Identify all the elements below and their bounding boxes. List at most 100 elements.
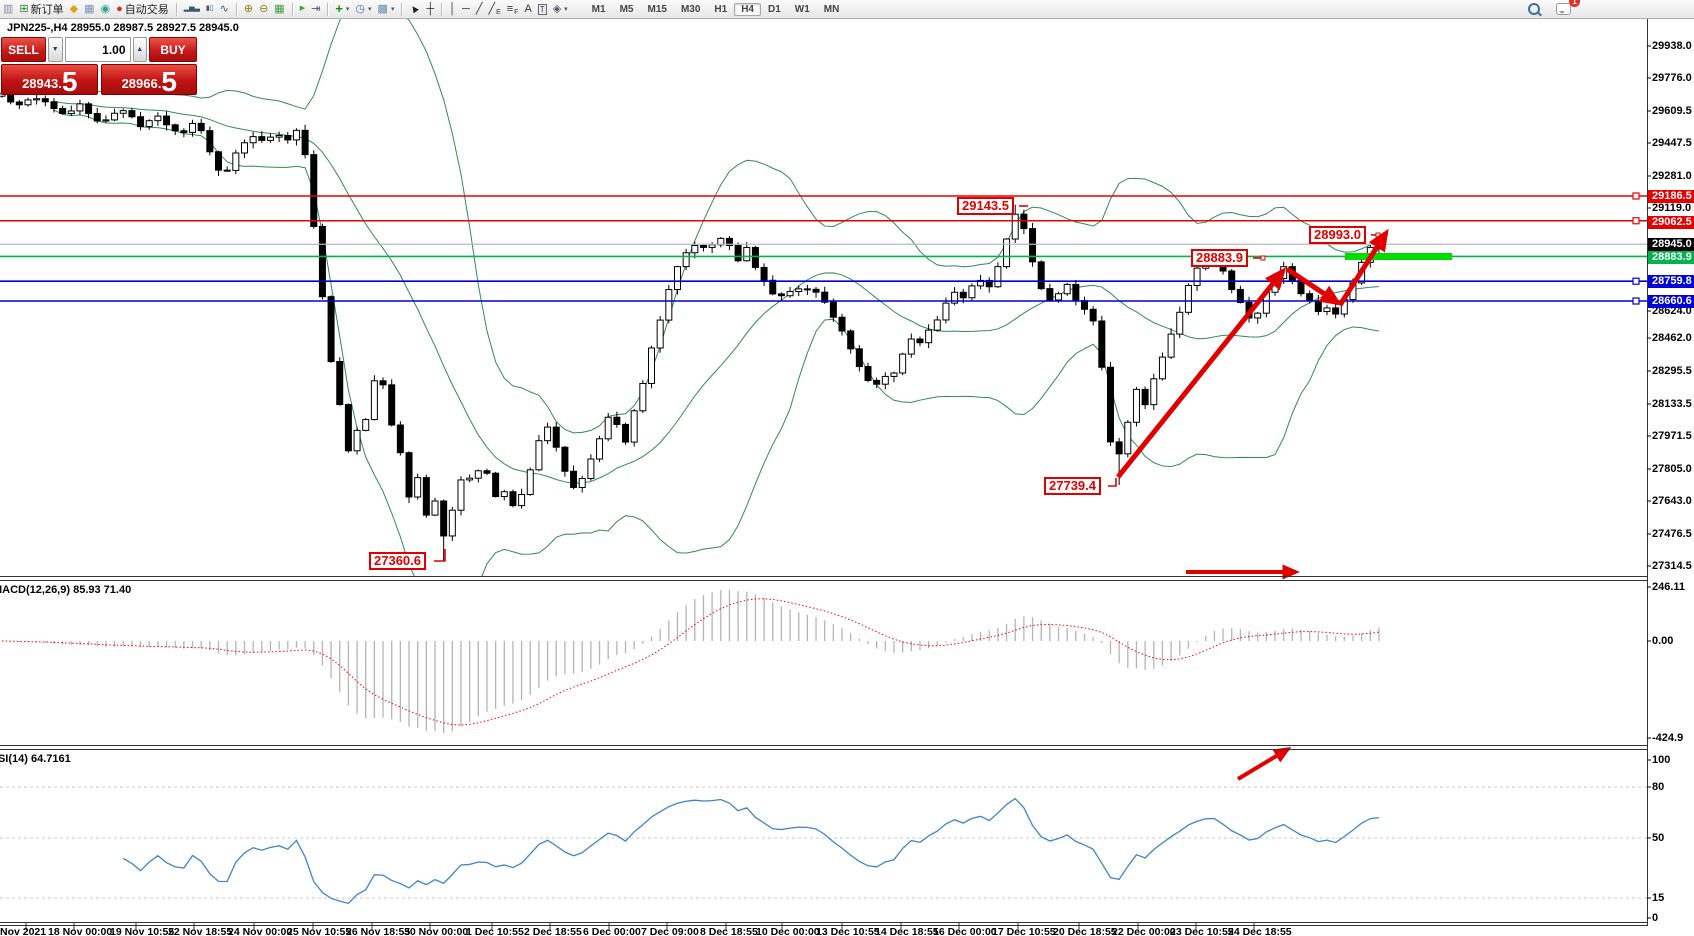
buy-button[interactable]: BUY bbox=[149, 37, 197, 62]
rsi-axis-tick: 80 bbox=[1652, 781, 1665, 793]
price-axis-badge: 28883.9 bbox=[1648, 251, 1694, 264]
chart-shift-icon[interactable]: ⇥ bbox=[308, 1, 323, 17]
time-axis-label: 22 Nov 18:55 bbox=[168, 926, 233, 936]
chevron-down-icon: ▾ bbox=[368, 6, 372, 13]
buy-price-main: 28966. bbox=[121, 76, 162, 91]
sell-button[interactable]: SELL bbox=[1, 37, 46, 62]
price-axis-tick: 27805.0 bbox=[1652, 463, 1692, 475]
toolbar-separator bbox=[235, 2, 237, 16]
volume-increase-button[interactable]: ▲ bbox=[132, 37, 147, 62]
arrows-shapes-icon: ◈ bbox=[552, 3, 562, 15]
fibonacci-icon[interactable]: ≡ F bbox=[506, 3, 519, 16]
auto-trading-button[interactable]: ● 自动交易 bbox=[113, 1, 172, 17]
timeframe-m30[interactable]: M30 bbox=[680, 3, 701, 15]
price-axis-tick: 27971.5 bbox=[1652, 430, 1692, 442]
search-button[interactable] bbox=[1525, 1, 1543, 17]
cube-icon[interactable]: ◆ bbox=[67, 1, 81, 17]
price-annotation-box[interactable]: 29143.5 bbox=[957, 197, 1014, 215]
toolbar-icon-groups: ▥ ⊞ 新订单 ◆ ▦ ◉ ● 自动交易 ▂▅▃ ▮▯ ∿ ⊕ ⊖ ▦ ▶ ⇥ + ▾ ◷ ▾ ▩ ▾ ▲ ┼ │ ─ ╱ ╱ E ≡ F A… bbox=[0, 0, 571, 18]
line-chart-icon[interactable]: ∿ bbox=[217, 1, 232, 17]
zoom-in-icon[interactable]: ⊕ bbox=[241, 1, 256, 17]
timeframe-d1[interactable]: D1 bbox=[767, 3, 781, 15]
horizontal-line-icon: ─ bbox=[462, 3, 470, 15]
price-axis-tick: 28295.5 bbox=[1652, 365, 1692, 377]
macd-indicator-label: MACD(12,26,9) 85.93 71.40 bbox=[0, 584, 132, 596]
timeframe-h1[interactable]: H1 bbox=[714, 3, 728, 15]
price-annotation-box[interactable]: 28993.0 bbox=[1309, 226, 1366, 244]
trend-arrow-up-final bbox=[1337, 228, 1389, 307]
crosshair-icon[interactable]: ┼ bbox=[423, 1, 437, 17]
clipped-icon[interactable]: ▥ bbox=[0, 1, 16, 17]
toolbar-separator bbox=[291, 2, 293, 16]
horizontal-line-icon[interactable]: ─ bbox=[459, 1, 473, 17]
volume-decrease-button[interactable]: ▼ bbox=[48, 37, 63, 62]
indicators-icon: + bbox=[335, 1, 343, 16]
macd-axis-tick: 246.11 bbox=[1652, 581, 1686, 593]
rsi-axis-tick: 100 bbox=[1652, 754, 1671, 766]
sell-price-main: 28943. bbox=[22, 76, 62, 91]
toolbar-separator bbox=[327, 2, 329, 16]
time-axis-label: 18 Nov 00:00 bbox=[48, 926, 113, 936]
zoom-out-icon[interactable]: ⊖ bbox=[256, 1, 271, 17]
rsi-line bbox=[122, 797, 1380, 905]
cube-icon: ◆ bbox=[69, 3, 79, 15]
indicators-icon[interactable]: + ▾ bbox=[332, 1, 352, 17]
price-axis-tick: 27643.0 bbox=[1652, 495, 1692, 507]
timeframe-m15[interactable]: M15 bbox=[647, 3, 667, 15]
price-annotation-box[interactable]: 28883.9 bbox=[1191, 249, 1248, 267]
bar-chart-icon[interactable]: ▂▅▃ bbox=[181, 1, 203, 17]
price-axis-badge: 29062.5 bbox=[1648, 216, 1694, 229]
auto-scroll-icon: ▶ bbox=[299, 5, 306, 12]
rsi-axis-tick: 50 bbox=[1652, 832, 1665, 844]
toolbar-separator bbox=[175, 2, 177, 16]
notification-badge: 1 bbox=[1569, 0, 1580, 7]
one-click-trade-panel: SELL ▼ ▲ BUY 28943.5 28966.5 bbox=[1, 37, 197, 95]
period-clock-icon[interactable]: ◷ ▾ bbox=[352, 1, 374, 17]
template-icon: ▩ bbox=[377, 3, 388, 15]
price-axis-tick: 29119.0 bbox=[1652, 202, 1692, 214]
green-highlight-bar bbox=[1345, 253, 1452, 260]
chart-profile-icon[interactable]: ▦ bbox=[81, 1, 97, 17]
chart-profile-icon: ▦ bbox=[84, 3, 95, 15]
time-axis-label: 24 Nov 00:00 bbox=[228, 926, 293, 936]
price-axis-tick: 29938.0 bbox=[1652, 40, 1692, 52]
time-axis-label: 22 Dec 00:00 bbox=[1112, 926, 1176, 936]
time-axis-label: 6 Dec 00:00 bbox=[583, 926, 641, 936]
new-order-button-label: 新订单 bbox=[30, 4, 64, 16]
notifications-button[interactable]: 1 bbox=[1553, 0, 1580, 17]
trendline-icon[interactable]: ╱ bbox=[473, 1, 486, 17]
timeframe-mn[interactable]: MN bbox=[823, 3, 840, 15]
timeframe-w1[interactable]: W1 bbox=[794, 3, 810, 15]
timeframe-h4[interactable]: H4 bbox=[734, 2, 761, 16]
auto-scroll-icon[interactable]: ▶ bbox=[297, 1, 308, 17]
text-icon: A bbox=[524, 3, 532, 15]
time-axis-label: 26 Nov 18:55 bbox=[346, 926, 411, 936]
tile-windows-icon[interactable]: ▦ bbox=[271, 1, 287, 17]
trend-arrow-up-main bbox=[1116, 267, 1287, 479]
timeframe-m5[interactable]: M5 bbox=[619, 3, 634, 15]
sell-price-tile[interactable]: 28943. 5 bbox=[1, 64, 98, 95]
timeframe-m1[interactable]: M1 bbox=[591, 3, 606, 15]
candlestick-icon[interactable]: ▮▯ bbox=[203, 1, 217, 17]
buy-price-tile[interactable]: 28966. 5 bbox=[100, 64, 197, 95]
rsi-indicator-label: RSI(14) 64.7161 bbox=[0, 753, 71, 765]
bollinger-middle bbox=[53, 100, 1379, 485]
new-order-button[interactable]: ⊞ 新订单 bbox=[16, 1, 66, 17]
price-annotation-box[interactable]: 27360.6 bbox=[369, 552, 426, 570]
price-annotation-box[interactable]: 27739.4 bbox=[1044, 477, 1101, 495]
text-label-icon[interactable]: T bbox=[535, 1, 550, 17]
cursor-icon[interactable]: ▲ bbox=[406, 1, 423, 17]
crosshair-icon: ┼ bbox=[426, 3, 435, 15]
signal-icon[interactable]: ◉ bbox=[98, 1, 114, 17]
arrows-shapes-icon[interactable]: ◈ ▾ bbox=[550, 1, 571, 17]
vertical-line-icon[interactable]: │ bbox=[446, 1, 459, 17]
rsi-up-arrow bbox=[1236, 746, 1292, 781]
equidistant-channel-icon[interactable]: ╱ E bbox=[488, 3, 501, 16]
macd-signal-line bbox=[1, 598, 1380, 726]
template-icon[interactable]: ▩ ▾ bbox=[375, 1, 398, 17]
macd-axis-tick: 0.00 bbox=[1652, 635, 1674, 647]
text-icon[interactable]: A bbox=[521, 1, 534, 17]
volume-input[interactable] bbox=[64, 37, 131, 62]
vertical-line-icon: │ bbox=[449, 3, 457, 15]
